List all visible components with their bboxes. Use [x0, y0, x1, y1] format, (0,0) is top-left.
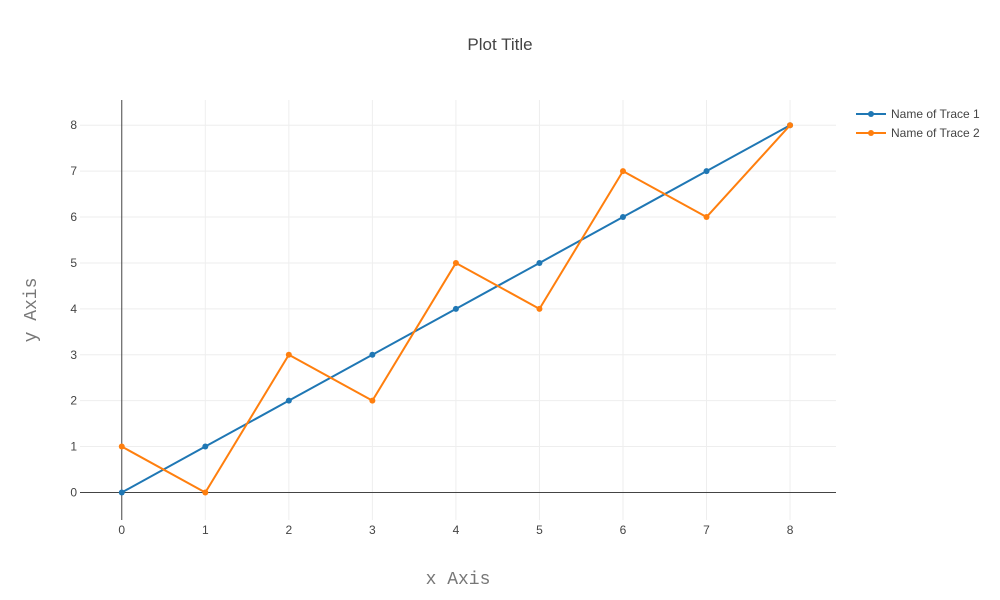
- x-tick-label: 2: [285, 523, 292, 537]
- data-point: [118, 489, 125, 496]
- data-point: [619, 168, 626, 175]
- y-tick-label: 1: [70, 440, 77, 454]
- x-tick-label: 3: [369, 523, 376, 537]
- y-axis-ticks: 0 1 2 3 4 5 6 7 8: [70, 118, 77, 499]
- y-tick-label: 3: [70, 348, 77, 362]
- y-tick-label: 7: [70, 164, 77, 178]
- legend[interactable]: Name of Trace 1 Name of Trace 2: [856, 107, 980, 140]
- data-point: [369, 351, 376, 358]
- data-point: [285, 351, 292, 358]
- chart-title: Plot Title: [467, 35, 532, 54]
- legend-marker: [868, 111, 874, 117]
- y-tick-label: 6: [70, 210, 77, 224]
- x-axis-title: x Axis: [426, 570, 491, 590]
- legend-label: Name of Trace 2: [891, 126, 980, 140]
- data-point: [202, 443, 209, 450]
- data-point: [202, 489, 209, 496]
- y-tick-label: 5: [70, 256, 77, 270]
- data-point: [703, 214, 710, 221]
- y-tick-label: 8: [70, 118, 77, 132]
- y-tick-label: 4: [70, 302, 77, 316]
- legend-label: Name of Trace 1: [891, 107, 980, 121]
- data-point: [452, 259, 459, 266]
- x-tick-label: 6: [620, 523, 627, 537]
- data-point: [452, 305, 459, 312]
- data-point: [703, 168, 710, 175]
- x-tick-label: 4: [453, 523, 460, 537]
- series-1: [118, 122, 794, 496]
- data-point: [118, 443, 125, 450]
- legend-item[interactable]: Name of Trace 2: [856, 126, 980, 140]
- legend-marker: [868, 130, 874, 136]
- y-tick-label: 2: [70, 394, 77, 408]
- x-tick-label: 5: [536, 523, 543, 537]
- data-point: [536, 259, 543, 266]
- data-point: [787, 122, 794, 129]
- data-point: [619, 214, 626, 221]
- x-tick-label: 8: [787, 523, 794, 537]
- data-point: [285, 397, 292, 404]
- series-group: [118, 122, 794, 496]
- data-point: [536, 305, 543, 312]
- legend-item[interactable]: Name of Trace 1: [856, 107, 980, 121]
- x-tick-label: 7: [703, 523, 710, 537]
- y-axis-title: y Axis: [22, 278, 42, 343]
- x-tick-label: 1: [202, 523, 209, 537]
- x-axis-ticks: 0 1 2 3 4 5 6 7 8: [118, 523, 793, 537]
- series-2: [118, 122, 794, 496]
- y-tick-label: 0: [70, 485, 77, 499]
- x-tick-label: 0: [118, 523, 125, 537]
- data-point: [369, 397, 376, 404]
